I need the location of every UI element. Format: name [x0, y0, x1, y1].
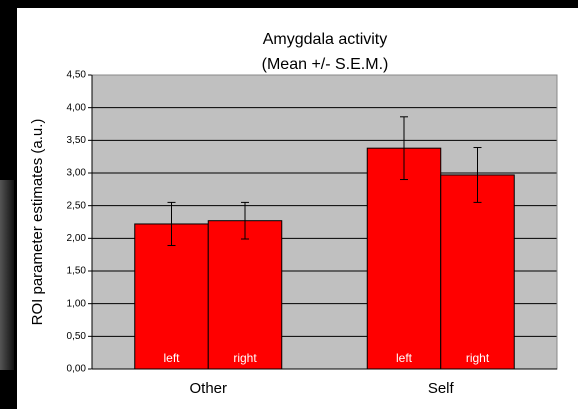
y-tick-label: 0,50 — [67, 331, 87, 342]
y-tick-label: 3,50 — [67, 135, 87, 146]
y-tick-label: 0,00 — [67, 364, 87, 375]
y-axis-label: ROI parameter estimates (a.u.) — [29, 119, 46, 326]
x-tick-label: Other — [189, 380, 227, 397]
error-bar — [241, 201, 249, 240]
bar — [207, 220, 283, 370]
y-tick-label: 4,50 — [67, 70, 87, 81]
scan-edge — [0, 180, 14, 370]
error-bar — [473, 147, 482, 203]
bar-label: left — [396, 351, 413, 365]
y-tick-label: 1,50 — [67, 266, 87, 277]
y-tick-label: 2,50 — [67, 200, 87, 211]
y-tick-label: 4,00 — [67, 102, 87, 113]
y-tick-label: 2,00 — [67, 233, 87, 244]
bar-label: left — [163, 351, 180, 365]
bar — [440, 174, 515, 370]
bar — [366, 147, 442, 370]
bar-label: right — [233, 351, 257, 365]
bar — [134, 223, 209, 370]
error-bar — [167, 201, 176, 247]
y-tick-label: 1,00 — [67, 298, 87, 309]
chart-title: Amygdala activity — [263, 31, 388, 48]
error-bar — [400, 116, 408, 181]
x-tick-label: Self — [428, 380, 455, 397]
bar-label: right — [466, 351, 490, 365]
chart-subtitle: (Mean +/- S.E.M.) — [262, 56, 389, 73]
y-tick-label: 3,00 — [67, 168, 87, 179]
